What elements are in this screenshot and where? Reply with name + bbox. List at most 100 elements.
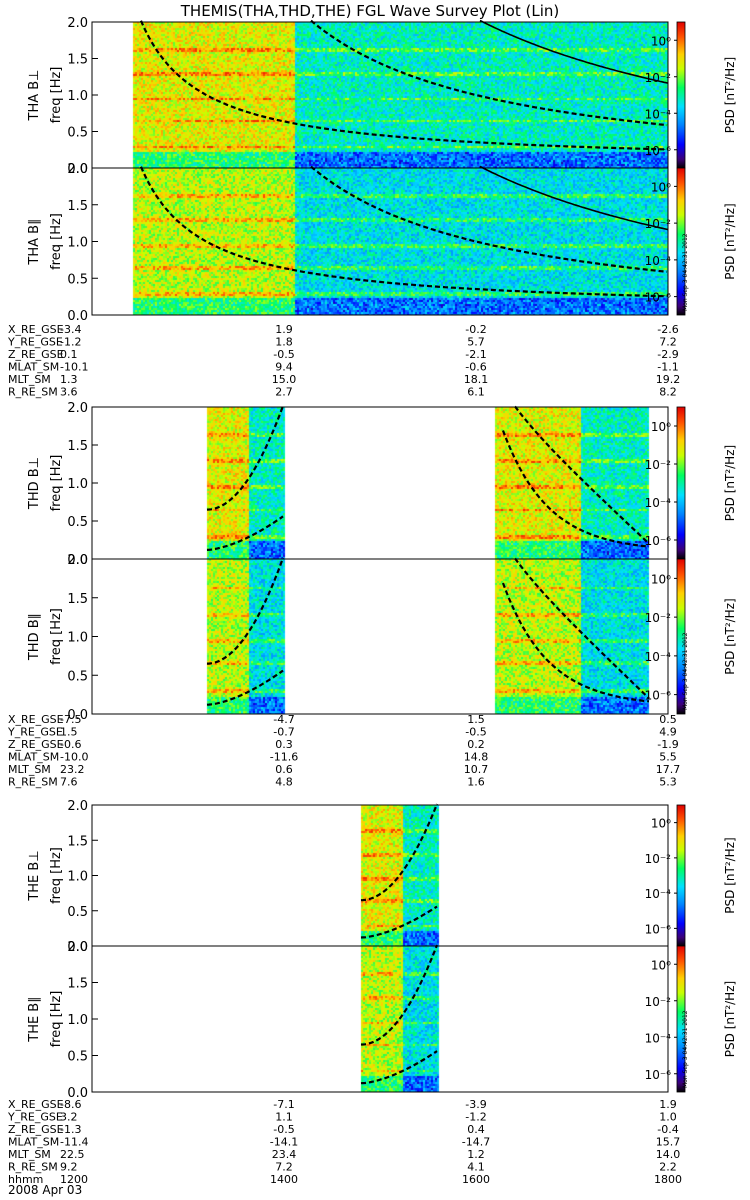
ephemeris-value: 7.2 [659, 336, 677, 349]
ephemeris-value: -14.1 [270, 1136, 298, 1149]
probe-component-label: THE B∥ [27, 996, 42, 1042]
ephemeris-value: 3.6 [60, 386, 78, 399]
ephemeris-value: 4.1 [467, 1161, 485, 1174]
y-tick-label: 1.0 [67, 1013, 88, 1028]
colorbar-label: PSD [nT²/Hz] [723, 981, 737, 1057]
y-tick-label: 1.0 [67, 870, 88, 885]
y-tick-label: 2.0 [67, 162, 88, 177]
ephemeris-value: -0.7 [273, 726, 294, 739]
colorbar-tick-label: 10⁻⁴ [645, 650, 672, 664]
ephemeris-value: -10.1 [60, 361, 88, 374]
ephemeris-label: Z_RE_GSE [8, 1123, 64, 1136]
ephemeris-value: 15.7 [656, 1136, 681, 1149]
ephemeris-value: -2.6 [657, 323, 678, 336]
dashed-curve-rising [361, 944, 439, 1046]
probe-component-label: THE B⊥ [27, 850, 42, 901]
colorbar-tick-label: 10⁻⁴ [645, 1031, 672, 1045]
ephemeris-label: MLT_SM [8, 763, 51, 776]
date-label: 2008 Apr 03 [8, 1183, 82, 1197]
ephemeris-value: 5.3 [659, 776, 677, 789]
ephemeris-value: 1.8 [275, 336, 293, 349]
ephemeris-label: R_RE_SM [8, 776, 58, 789]
dashed-curve-low [360, 905, 438, 939]
panel-the-bpar: 0.0 0.5 1.0 1.5 2.0 THE B∥ freq [Hz] 10⁰ 10⁻² 10⁻… [27, 940, 737, 1101]
dashed-curve-rising [360, 803, 439, 902]
ephemeris-value: 9.4 [275, 361, 293, 374]
timestamp-stamp: Mon Sep 3 04:42:31 2012 [682, 1010, 689, 1088]
y-tick-label: 1.0 [67, 631, 88, 646]
spectrogram-image [92, 22, 668, 168]
ephemeris-value: 1.6 [467, 776, 485, 789]
colorbar-tick-label: 10⁻⁶ [645, 1068, 672, 1082]
panel-tha-bperp: 0.0 0.5 1.0 1.5 2.0 THA B⊥ freq [Hz] 10⁰ 10⁻² 10⁻… [27, 16, 737, 177]
ephemeris-value: -10.0 [60, 751, 88, 764]
spectrogram-image [92, 946, 668, 1092]
spectrogram-image [92, 407, 668, 559]
ephemeris-label: R_RE_SM [8, 386, 58, 399]
ephemeris-value: 2.7 [275, 386, 293, 399]
ephemeris-value: 5.7 [467, 336, 485, 349]
colorbar-tick-label: 10⁻² [645, 71, 672, 85]
ephemeris-label: Y_RE_GSE [7, 336, 63, 349]
colorbar-label: PSD [nT²/Hz] [723, 445, 737, 521]
y-tick-label: 2.0 [67, 553, 88, 568]
dashed-curve-upper [310, 165, 668, 273]
colorbar [676, 406, 686, 560]
panel-thd-bpar: 0.0 0.5 1.0 1.5 2.0 THD B∥ freq [Hz] 10⁰ 10⁻² 10⁻… [27, 553, 737, 723]
ephemeris-value: 1600 [462, 1173, 490, 1186]
spectrogram-image [92, 559, 668, 714]
ephemeris-value: 8.2 [659, 386, 677, 399]
y-tick-label: 2.0 [67, 16, 88, 31]
colorbar-tick-label: 10⁻⁴ [645, 496, 672, 510]
ephemeris-label: X_RE_GSE [8, 713, 64, 726]
ephemeris-value: 5.5 [659, 751, 677, 764]
ephemeris-value: 1800 [654, 1173, 682, 1186]
colorbar-tick-label: 10⁻⁴ [645, 107, 672, 121]
ephemeris-value: 1.5 [467, 713, 485, 726]
colorbar [676, 804, 686, 947]
ephemeris-value: -0.2 [465, 323, 486, 336]
y-tick-label: 2.0 [67, 401, 88, 416]
ephemeris-value: -3.4 [60, 323, 81, 336]
y-tick-label: 1.0 [67, 236, 88, 251]
ephemeris-value: 22.5 [60, 1148, 85, 1161]
dashed-curve-upper [310, 19, 668, 127]
dashed-curve-low [206, 515, 284, 551]
ephemeris-label: Y_RE_GSE [7, 1111, 63, 1124]
ephemeris-value: 4.9 [659, 726, 677, 739]
y-tick-label: 1.5 [67, 199, 88, 214]
solid-curve [479, 19, 669, 84]
colorbar-tick-label: 10⁻² [645, 458, 672, 472]
ephemeris-value: 1400 [270, 1173, 298, 1186]
probe-component-label: THD B⊥ [27, 457, 42, 510]
ephemeris-value: -0.4 [657, 1123, 678, 1136]
ephemeris-label: hhmm [8, 1173, 43, 1186]
ephemeris-value: -0.6 [60, 738, 81, 751]
timestamp-stamp: Mon Sep 3 04:42:31 2012 [682, 233, 689, 311]
ephemeris-value: 15.0 [272, 373, 297, 386]
colorbar-tick-label: 10⁻⁶ [645, 144, 672, 158]
ephemeris-value: 0.3 [275, 738, 293, 751]
colorbar-label: PSD [nT²/Hz] [723, 203, 737, 279]
colorbar-tick-label: 10⁰ [651, 958, 671, 972]
y-tick-label: 0.0 [67, 553, 88, 568]
colorbar-tick-label: 10⁻⁶ [645, 534, 672, 548]
ephemeris-label: X_RE_GSE [8, 323, 64, 336]
dashed-curve-low [206, 669, 284, 706]
ephemeris-value: 6.1 [467, 386, 485, 399]
colorbar [676, 167, 686, 316]
ephemeris-value: 0.6 [275, 763, 293, 776]
colorbar [676, 945, 686, 1093]
y-tick-label: 0.5 [67, 126, 88, 141]
ephemeris-value: -11.4 [60, 1136, 88, 1149]
colorbar-label: PSD [nT²/Hz] [723, 598, 737, 674]
ephemeris-label: Y_RE_GSE [7, 726, 63, 739]
ephemeris-value: -1.1 [657, 361, 678, 374]
dashed-curve-decay [501, 430, 650, 548]
probe-component-label: THD B∥ [27, 613, 42, 661]
ephemeris-blocks: X_RE_GSE-3.4 1.9 -0.2 -2.6Y_RE_GSE-1.2 1.8 5.… [7, 323, 682, 1186]
dashed-curve-falling [514, 405, 650, 545]
ephemeris-value: -8.6 [60, 1098, 81, 1111]
